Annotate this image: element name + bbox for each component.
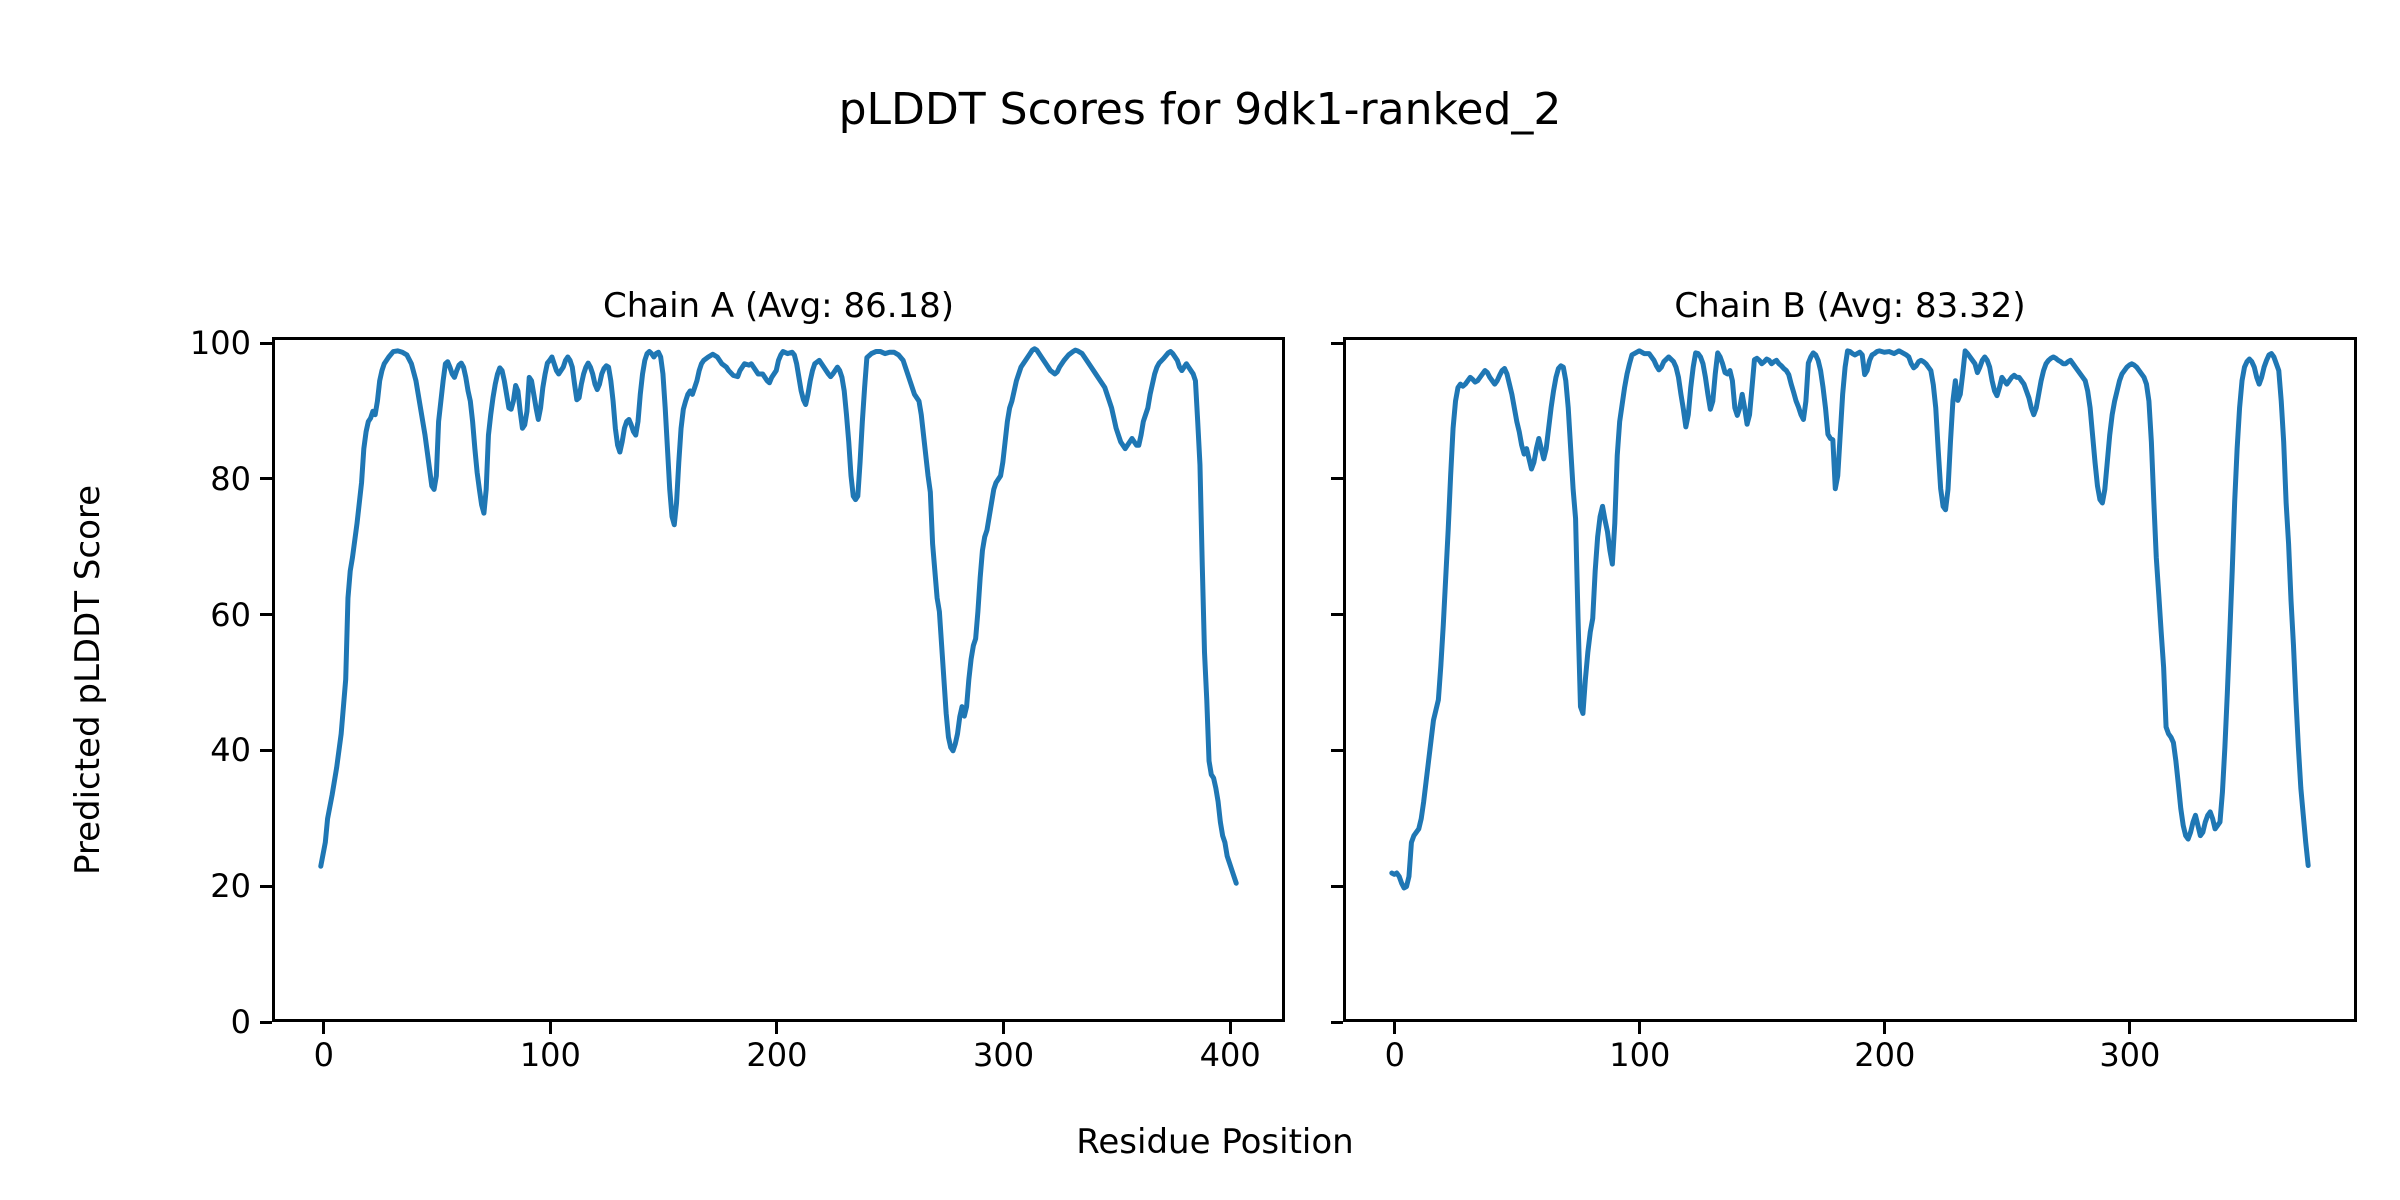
x-tick-mark	[322, 1022, 326, 1034]
x-tick-mark	[2128, 1022, 2132, 1034]
y-tick-mark	[260, 1020, 272, 1024]
chain-a-axes: Chain A (Avg: 86.18) 0 100 200 300 400 0 20 40 6…	[190, 286, 1285, 1071]
chain-a-title: Chain A (Avg: 86.18)	[602, 286, 955, 326]
x-tick-mark	[1638, 1022, 1642, 1034]
x-tick-label: 200	[746, 1036, 808, 1074]
chain-b-plddt-line	[1392, 351, 2308, 888]
x-tick-mark	[1393, 1022, 1397, 1034]
chain-a-plddt-line	[321, 349, 1236, 883]
x-tick-mark	[1228, 1022, 1232, 1034]
x-tick-label: 200	[1854, 1036, 1916, 1074]
chain-b-axes: Chain B (Avg: 83.32) 0 100 200 300	[1331, 286, 2357, 1071]
y-tick-mark	[1331, 477, 1343, 481]
y-tick-label: 20	[210, 867, 251, 906]
x-tick-mark	[1002, 1022, 1006, 1034]
y-tick-label: 80	[210, 459, 251, 498]
y-tick-mark	[260, 341, 272, 345]
chain-b-title: Chain B (Avg: 83.32)	[1674, 286, 2026, 326]
y-tick-label: 40	[210, 731, 251, 770]
x-tick-mark	[1883, 1022, 1887, 1034]
y-tick-mark	[260, 748, 272, 752]
y-tick-mark	[1331, 748, 1343, 752]
x-tick-mark	[548, 1022, 552, 1034]
chain-b-plot-area	[1346, 340, 2354, 1019]
y-axis-label: Predicted pLDDT Score	[68, 484, 108, 876]
x-tick-label: 300	[973, 1036, 1035, 1074]
x-tick-label: 300	[2099, 1036, 2161, 1074]
y-tick-mark	[1331, 341, 1343, 345]
y-tick-label: 0	[230, 1003, 251, 1041]
x-axis-label: Residue Position	[1076, 1122, 1354, 1162]
y-tick-label: 100	[189, 324, 251, 362]
y-tick-mark	[1331, 884, 1343, 888]
x-tick-label: 100	[1609, 1036, 1671, 1074]
x-tick-label: 0	[1384, 1036, 1405, 1074]
y-tick-mark	[260, 884, 272, 888]
chain-a-plot-area	[275, 340, 1282, 1019]
y-tick-mark	[1331, 613, 1343, 617]
y-tick-mark	[260, 613, 272, 617]
x-tick-label: 400	[1199, 1036, 1261, 1074]
y-tick-mark	[1331, 1020, 1343, 1024]
figure-title: pLDDT Scores for 9dk1-ranked_2	[838, 84, 1562, 135]
x-tick-label: 0	[313, 1036, 334, 1074]
y-tick-label: 60	[210, 595, 251, 634]
x-tick-mark	[775, 1022, 779, 1034]
x-tick-label: 100	[519, 1036, 581, 1074]
y-tick-mark	[260, 477, 272, 481]
